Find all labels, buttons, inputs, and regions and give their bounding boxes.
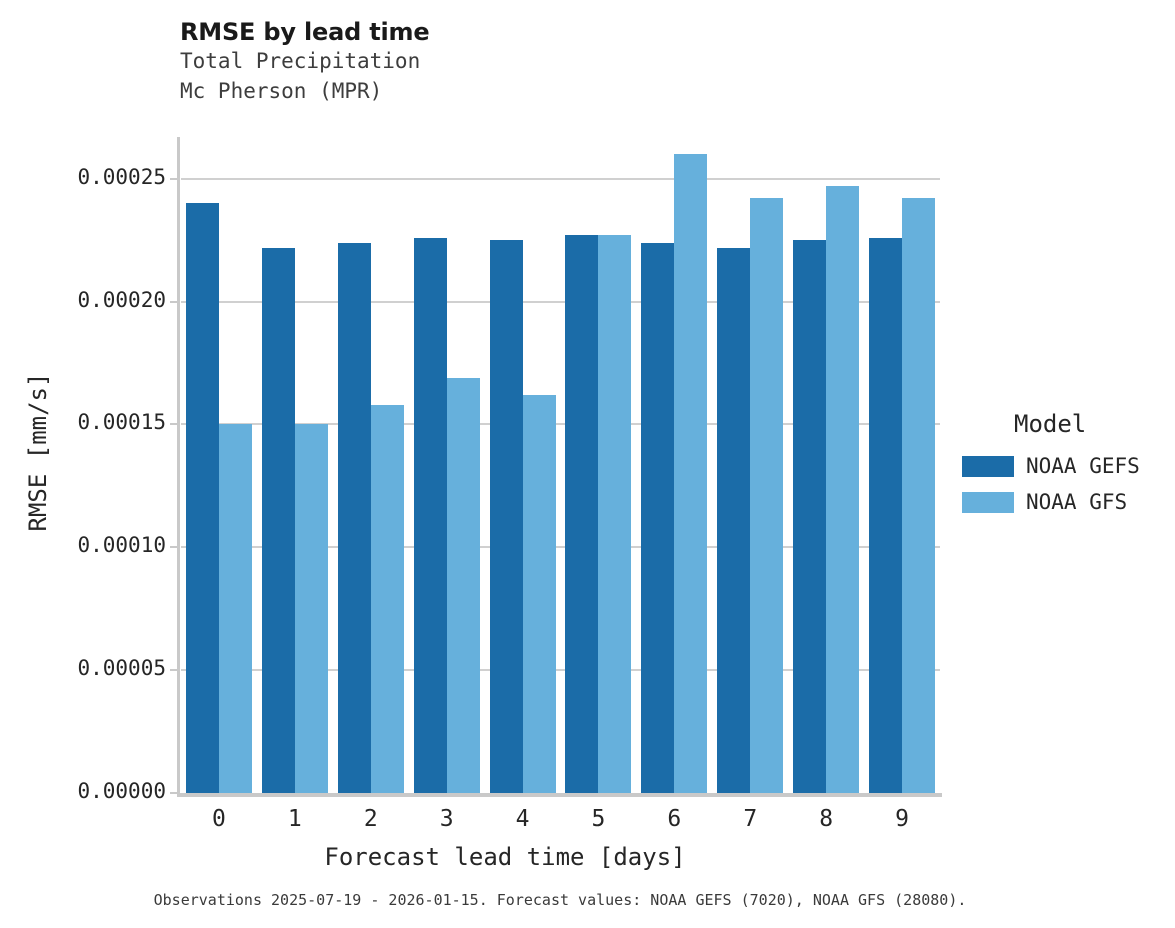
bar-noaa-gefs-day-5 — [565, 235, 599, 793]
y-axis-tick-label: 0.00025 — [77, 164, 166, 189]
y-axis-tick — [170, 792, 179, 794]
y-axis-tick-label: 0.00010 — [77, 533, 166, 558]
gridline — [181, 300, 940, 303]
y-axis-tick — [170, 300, 179, 303]
bar-noaa-gfs-day-8 — [826, 186, 860, 793]
bar-noaa-gfs-day-5 — [598, 235, 632, 793]
chart-subtitle-location: Mc Pherson (MPR) — [180, 79, 383, 103]
bar-noaa-gfs-day-2 — [370, 404, 404, 793]
y-axis-title: RMSE [mm/s] — [24, 372, 52, 532]
bar-noaa-gefs-day-6 — [641, 242, 675, 793]
bar-noaa-gefs-day-8 — [793, 240, 827, 793]
bar-noaa-gfs-day-3 — [446, 377, 480, 793]
bar-noaa-gefs-day-0 — [185, 203, 219, 793]
legend-item-label: NOAA GFS — [1026, 490, 1128, 514]
y-axis-tick-label: 0.00020 — [77, 287, 166, 312]
bar-noaa-gfs-day-7 — [750, 198, 784, 793]
y-axis-tick — [170, 423, 179, 426]
y-axis-tick — [170, 177, 179, 180]
bar-noaa-gfs-day-6 — [674, 154, 708, 793]
y-axis-tick — [170, 546, 179, 549]
bar-noaa-gefs-day-1 — [261, 247, 295, 793]
y-axis-tick-label: 0.00015 — [77, 410, 166, 435]
y-axis-tick — [170, 669, 179, 672]
bar-noaa-gefs-day-9 — [869, 237, 903, 793]
legend-item-noaa-gefs[interactable]: NOAA GEFS — [962, 450, 1172, 482]
bar-noaa-gfs-day-0 — [218, 424, 252, 793]
legend-swatch-icon — [962, 455, 1014, 477]
legend-entries: NOAA GEFS NOAA GFS — [962, 450, 1172, 518]
x-axis-tick-label: 2 — [363, 806, 378, 832]
gridline — [181, 423, 940, 426]
bar-noaa-gfs-day-1 — [294, 424, 328, 793]
x-axis-spine — [177, 793, 942, 797]
legend-item-noaa-gfs[interactable]: NOAA GFS — [962, 486, 1172, 518]
x-axis-tick-label: 0 — [212, 806, 226, 832]
x-axis-tick-label: 6 — [667, 806, 682, 832]
bar-noaa-gfs-day-4 — [522, 394, 556, 793]
y-axis-spine — [177, 137, 180, 795]
page-title: RMSE by lead time — [180, 18, 430, 46]
gridline — [181, 546, 940, 549]
x-axis-tick-label: 3 — [439, 806, 454, 832]
chart-subtitle-variable: Total Precipitation — [180, 49, 421, 73]
x-axis-tick-label: 4 — [515, 806, 530, 832]
bar-noaa-gefs-day-3 — [413, 237, 447, 793]
gridline — [181, 669, 940, 672]
bar-noaa-gefs-day-7 — [717, 247, 751, 793]
legend-swatch-icon — [962, 491, 1014, 513]
y-axis-tick-label: 0.00005 — [77, 656, 166, 681]
x-axis-tick-label: 8 — [819, 806, 834, 832]
bar-noaa-gefs-day-2 — [337, 242, 371, 793]
legend: Model NOAA GEFS NOAA GFS — [962, 410, 1172, 522]
x-axis-tick-label: 7 — [743, 806, 758, 832]
x-axis-tick-label: 5 — [591, 806, 606, 832]
title-block: RMSE by lead time Total Precipitation Mc… — [180, 18, 880, 106]
gridline — [181, 177, 940, 180]
legend-item-label: NOAA GEFS — [1026, 454, 1140, 478]
y-axis-tick-label: 0.00000 — [77, 779, 166, 803]
figure-caption: Observations 2025-07-19 - 2026-01-15. Fo… — [153, 891, 967, 909]
x-axis-tick-label: 9 — [895, 806, 909, 832]
legend-title: Model — [1014, 410, 1087, 438]
bar-noaa-gefs-day-4 — [489, 240, 523, 793]
bar-noaa-gfs-day-9 — [902, 198, 936, 793]
plot-area — [181, 137, 940, 793]
x-axis-title: Forecast lead time [days] — [324, 843, 686, 871]
x-axis-tick-label: 1 — [287, 806, 302, 832]
